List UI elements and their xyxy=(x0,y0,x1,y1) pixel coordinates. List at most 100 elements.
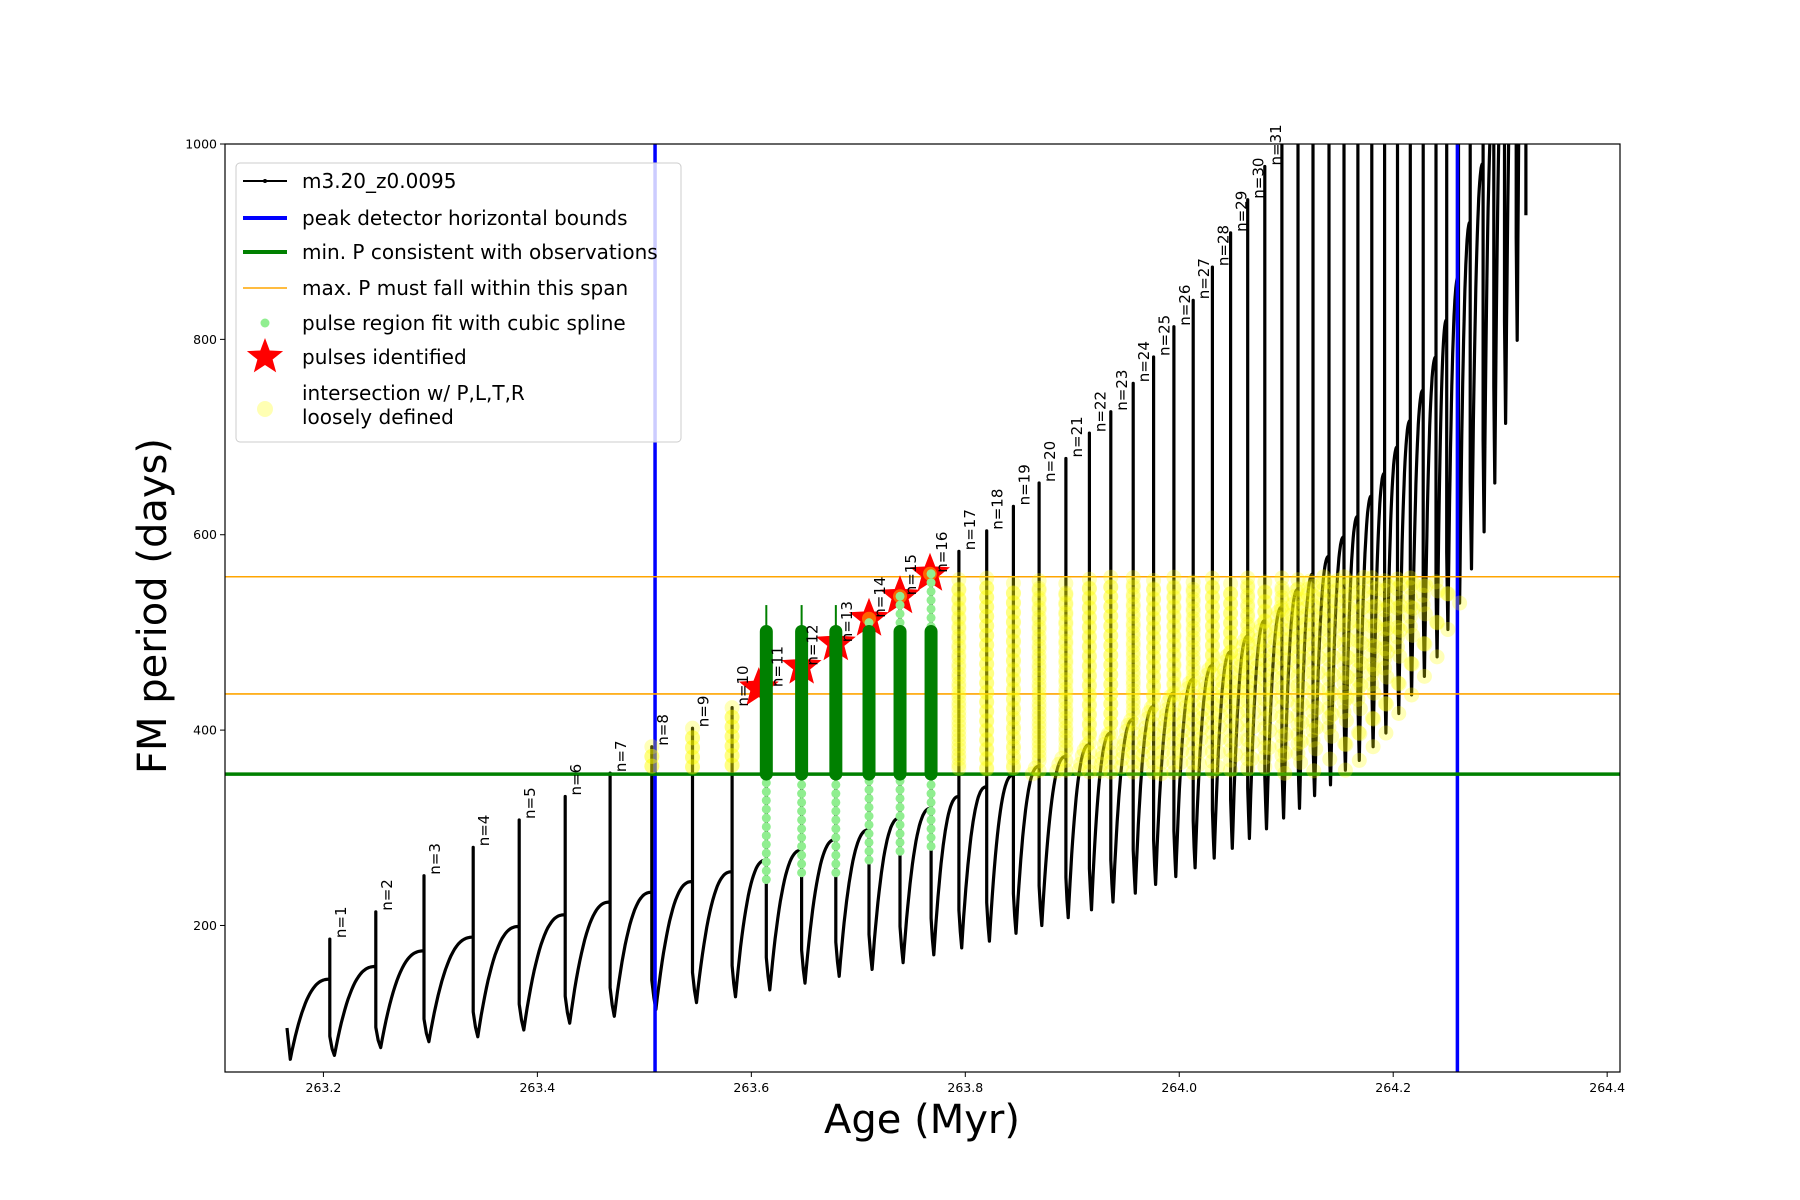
intersection-point xyxy=(1157,719,1173,735)
intersection-point xyxy=(1076,742,1092,758)
intersection-point xyxy=(1389,629,1405,645)
intersection-point xyxy=(1280,664,1296,680)
intersection-point xyxy=(1081,600,1097,616)
intersection-point xyxy=(1204,686,1220,702)
intersection-point xyxy=(1166,656,1182,672)
intersection-point xyxy=(951,592,967,608)
intersection-point xyxy=(1293,754,1309,770)
pulse-label-n8: n=8 xyxy=(654,714,672,746)
intersection-point xyxy=(1031,667,1047,683)
intersection-point xyxy=(1058,585,1074,601)
intersection-point xyxy=(1353,677,1369,693)
intersection-point xyxy=(1223,762,1239,778)
intersection-point xyxy=(951,698,967,714)
intersection-point xyxy=(1336,569,1352,585)
intersection-point xyxy=(1103,618,1119,634)
intersection-point xyxy=(979,647,995,663)
intersection-point xyxy=(1290,639,1306,655)
intersection-point xyxy=(1228,732,1244,748)
intersection-point xyxy=(1406,575,1422,591)
intersection-point xyxy=(1125,615,1141,631)
intersection-point xyxy=(1166,590,1182,606)
intersection-point xyxy=(1274,728,1290,744)
intersection-point xyxy=(1418,578,1434,594)
intersection-point xyxy=(951,732,967,748)
spline-fit-point xyxy=(761,822,771,832)
intersection-point xyxy=(1196,693,1212,709)
intersection-point xyxy=(1081,639,1097,655)
intersection-point xyxy=(1005,681,1021,697)
intersection-point xyxy=(1166,569,1182,585)
spline-fit-point xyxy=(831,824,841,834)
intersection-point xyxy=(1204,715,1220,731)
intersection-point xyxy=(1081,619,1097,635)
intersection-point xyxy=(1314,591,1330,607)
intersection-point xyxy=(1103,706,1119,722)
intersection-point xyxy=(1185,659,1201,675)
intersection-point xyxy=(1058,723,1074,739)
intersection-point xyxy=(1336,588,1352,604)
intersection-point xyxy=(1389,590,1405,606)
intersection-point xyxy=(1336,607,1352,623)
intersection-point xyxy=(1125,570,1141,586)
spline-fit-point xyxy=(864,811,874,821)
intersection-point xyxy=(979,685,995,701)
intersection-point xyxy=(1185,662,1201,678)
intersection-point xyxy=(1285,596,1301,612)
intersection-point xyxy=(1321,700,1337,716)
intersection-point xyxy=(1081,725,1097,741)
x-tick-label: 263.2 xyxy=(306,1080,342,1095)
intersection-point xyxy=(979,656,995,672)
intersection-point xyxy=(1223,595,1239,611)
intersection-point xyxy=(951,590,967,606)
intersection-point xyxy=(1166,658,1182,674)
intersection-point xyxy=(1247,692,1263,708)
intersection-point xyxy=(1146,602,1162,618)
intersection-point xyxy=(1336,598,1352,614)
intersection-point xyxy=(1031,719,1047,735)
intersection-point xyxy=(724,748,740,764)
intersection-point xyxy=(1305,703,1321,719)
intersection-point xyxy=(1321,583,1337,599)
intersection-point xyxy=(1257,740,1273,756)
spline-fit-point xyxy=(797,824,807,834)
intersection-point xyxy=(1274,641,1290,657)
intersection-point xyxy=(1058,743,1074,759)
intersection-point xyxy=(1103,735,1119,751)
intersection-point xyxy=(1031,609,1047,625)
intersection-point xyxy=(1377,602,1393,618)
pulse-label-n24: n=24 xyxy=(1135,341,1153,382)
intersection-point xyxy=(1293,734,1309,750)
intersection-point xyxy=(1392,622,1408,638)
intersection-point xyxy=(1204,658,1220,674)
intersection-point xyxy=(1100,726,1116,742)
intersection-point xyxy=(1176,706,1192,722)
intersection-point xyxy=(1439,586,1455,602)
intersection-point xyxy=(1058,662,1074,678)
intersection-point xyxy=(1146,745,1162,761)
spline-fit-point xyxy=(761,804,771,814)
intersection-point xyxy=(1114,751,1130,767)
intersection-point xyxy=(1290,629,1306,645)
intersection-point xyxy=(1123,712,1139,728)
intersection-point xyxy=(1257,603,1273,619)
x-tick-label: 263.4 xyxy=(519,1080,555,1095)
spline-fit-point xyxy=(831,850,841,860)
pulse-label-n2: n=2 xyxy=(378,879,396,911)
intersection-point xyxy=(1197,680,1213,696)
intersection-point xyxy=(1428,574,1444,590)
intersection-point xyxy=(1380,620,1396,636)
intersection-point xyxy=(1430,583,1446,599)
intersection-point xyxy=(1223,606,1239,622)
intersection-point xyxy=(1336,685,1352,701)
spline-fit-point xyxy=(761,839,771,849)
intersection-point xyxy=(1146,629,1162,645)
spline-fit-point xyxy=(761,875,771,885)
intersection-point xyxy=(1223,615,1239,631)
intersection-point xyxy=(951,747,967,763)
pulse-identified-star-n11 xyxy=(738,667,779,706)
legend-label: max. P must fall within this span xyxy=(302,276,628,300)
intersection-point xyxy=(1440,621,1456,637)
pulse-label-n26: n=26 xyxy=(1176,285,1194,326)
intersection-point xyxy=(979,665,995,681)
